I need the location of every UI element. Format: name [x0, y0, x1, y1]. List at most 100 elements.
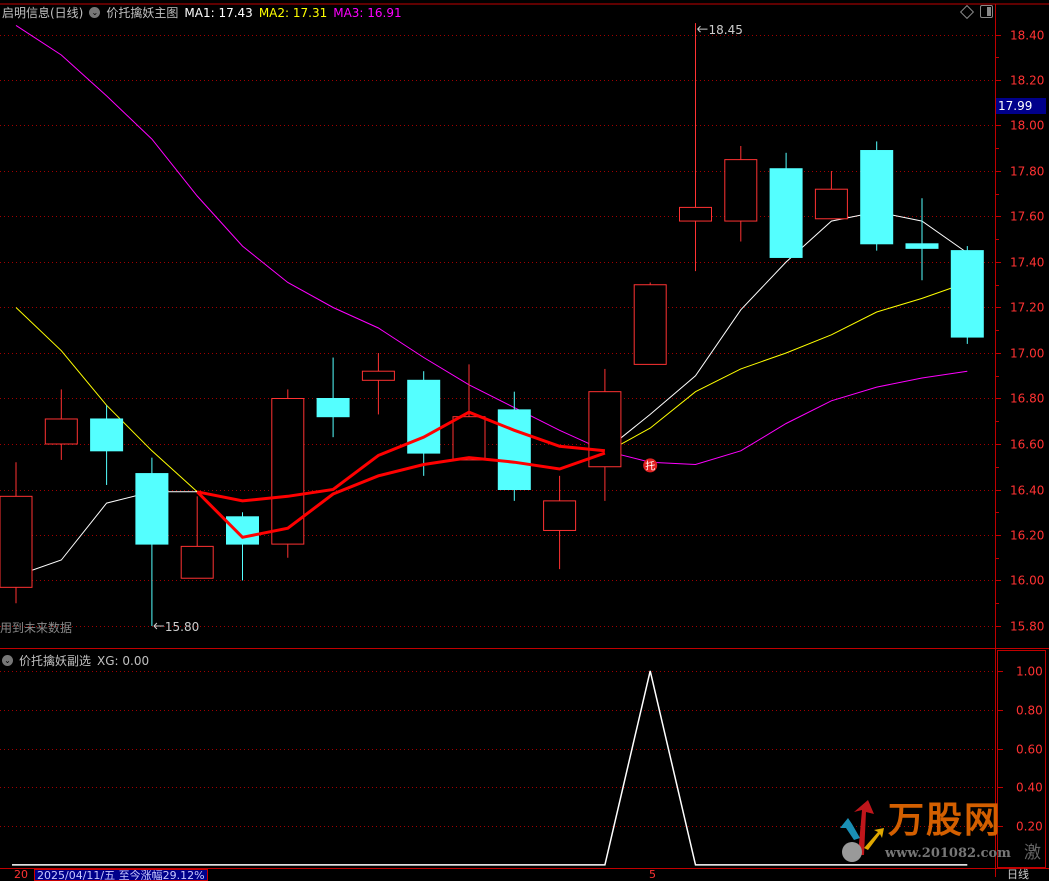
ma1-label: MA1: 17.43 — [184, 5, 253, 20]
candle-body — [497, 409, 531, 490]
candle-body — [316, 398, 350, 418]
price-support-upper-line — [196, 410, 606, 503]
y-tick-label: 18.00 — [1010, 119, 1044, 133]
indicator-name[interactable]: 价托擒妖主图 — [106, 6, 179, 20]
candle-body — [814, 188, 848, 220]
sub-y-tick-label: 1.00 — [1016, 665, 1043, 679]
logo-url: www.201082.com — [885, 846, 1011, 861]
candle — [769, 152, 803, 258]
candle — [90, 405, 124, 485]
y-tick-label: 16.00 — [1010, 574, 1044, 588]
y-tick-label: 16.40 — [1010, 484, 1044, 498]
candle — [452, 364, 486, 461]
candle-body — [724, 159, 758, 222]
arrows-logo-icon — [840, 800, 884, 862]
candle-body — [860, 150, 894, 245]
current-price-tag: 17.99 — [996, 98, 1046, 114]
candle-body — [180, 545, 214, 579]
ma2-line — [15, 307, 198, 493]
candle-body — [452, 416, 486, 461]
panel-controls — [959, 4, 993, 20]
sub-y-tick-label: 0.80 — [1016, 704, 1043, 718]
sub-chart-header: ⌄ 价托擒妖副选 XG: 0.00 — [2, 652, 149, 669]
candle — [814, 171, 848, 220]
candle — [180, 496, 214, 579]
y-tick-label: 16.80 — [1010, 392, 1044, 406]
candle — [271, 389, 305, 558]
candle-body — [679, 206, 712, 222]
sub-axis-box — [997, 650, 1046, 868]
ma2-label: MA2: 17.31 — [258, 5, 328, 20]
chevron-down-icon[interactable]: ⌄ — [2, 655, 13, 666]
max-arrow-icon — [697, 25, 708, 33]
logo-extra: 激 — [1024, 843, 1041, 863]
candle — [44, 389, 78, 460]
candle — [135, 457, 169, 626]
candle — [860, 141, 894, 251]
candle — [724, 145, 758, 242]
y-tick-label: 16.20 — [1010, 529, 1044, 543]
bottom-mark: 5 — [649, 868, 656, 881]
y-tick-label: 17.00 — [1010, 347, 1044, 361]
candle-body — [905, 243, 939, 249]
y-tick-label: 17.80 — [1010, 165, 1044, 179]
candle-body — [90, 418, 124, 452]
future-data-note: 用到未来数据 — [0, 621, 73, 635]
watermark-logo: 万股网 www.201082.com 激 — [830, 800, 1041, 868]
candle-body — [769, 168, 803, 258]
candle-body — [633, 284, 667, 365]
logo-text: 万股网 — [888, 800, 1003, 841]
candle — [497, 391, 531, 501]
sub-y-tick-label: 0.20 — [1016, 820, 1043, 834]
price-support-lower-line — [196, 451, 606, 539]
chevron-down-icon[interactable]: ⌄ — [89, 7, 101, 18]
candle — [407, 371, 441, 476]
candle-body — [543, 500, 577, 531]
y-tick-label: 18.20 — [1010, 74, 1044, 88]
candle-body — [271, 398, 305, 545]
max-price-label: 18.45 — [709, 23, 743, 37]
diamond-icon[interactable] — [959, 4, 975, 20]
candle-body — [135, 473, 169, 545]
candle — [905, 198, 939, 281]
candle — [588, 368, 622, 501]
ma1-line — [15, 491, 198, 577]
candle-body — [226, 516, 259, 545]
sub-y-tick-label: 0.60 — [1016, 743, 1043, 757]
panel-toggle-icon[interactable] — [980, 5, 993, 18]
ma3-line — [15, 24, 968, 466]
ma1-line — [604, 211, 968, 452]
candle — [543, 475, 577, 570]
sub-y-tick-label: 0.40 — [1016, 781, 1043, 795]
candle — [226, 512, 259, 581]
period-label[interactable]: 日线 — [1007, 868, 1029, 881]
candle — [633, 282, 667, 365]
y-tick-label: 18.40 — [1010, 29, 1044, 43]
candle-body — [361, 370, 395, 381]
sub-indicator-name[interactable]: 价托擒妖副选 — [19, 654, 92, 668]
min-price-label: 15.80 — [165, 620, 199, 634]
candle — [679, 23, 712, 272]
candle — [316, 357, 350, 438]
candle-body — [0, 495, 33, 588]
y-tick-label: 17.60 — [1010, 210, 1044, 224]
y-tick-label: 15.80 — [1010, 620, 1044, 634]
signal-marker-icon — [643, 458, 658, 473]
xg-label: XG: 0.00 — [97, 653, 150, 668]
y-tick-label: 17.40 — [1010, 256, 1044, 270]
y-tick-label: 17.20 — [1010, 301, 1044, 315]
ma3-label: MA3: 16.91 — [333, 5, 402, 20]
candle-body — [950, 250, 984, 338]
candle — [361, 353, 395, 415]
candle — [950, 246, 984, 344]
stock-name: 启明信息(日线) — [2, 6, 84, 20]
y-tick-label: 16.60 — [1010, 438, 1044, 452]
min-arrow-icon — [153, 622, 164, 630]
signal-marker-label: 托 — [645, 459, 655, 472]
ma2-line — [604, 282, 968, 454]
candle — [0, 462, 33, 604]
candle-body — [44, 418, 78, 445]
bottom-left-fragment: 20 — [14, 868, 28, 881]
xg-line — [12, 670, 968, 866]
